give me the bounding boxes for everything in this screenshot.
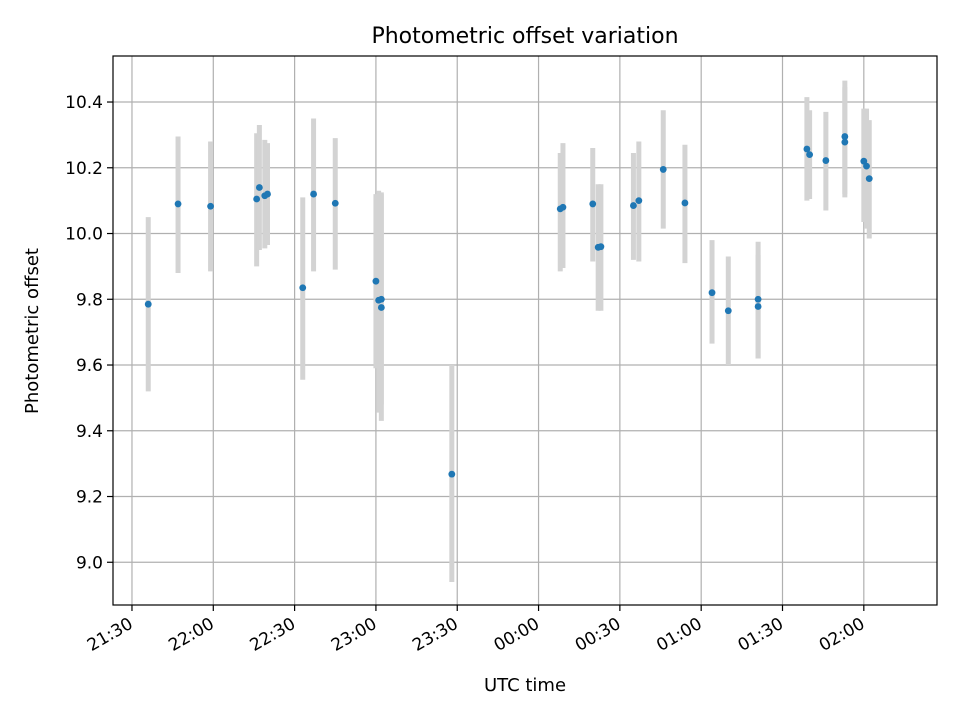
- y-axis-label: Photometric offset: [22, 248, 43, 414]
- data-point: [754, 295, 762, 303]
- data-point: [255, 184, 263, 191]
- data-point: [708, 289, 716, 297]
- data-point: [659, 166, 667, 173]
- y-tick-label: 9.0: [76, 553, 103, 573]
- data-point: [253, 195, 261, 203]
- y-tick-label: 9.2: [76, 488, 103, 508]
- plot-area-frame: [112, 55, 938, 606]
- chart-title: Photometric offset variation: [371, 24, 678, 49]
- y-tick-label: 9.6: [76, 356, 103, 376]
- data-point: [806, 151, 814, 159]
- data-point: [331, 199, 339, 207]
- data-point: [841, 138, 849, 146]
- data-points: [144, 133, 873, 478]
- data-point: [264, 190, 271, 198]
- data-point: [299, 284, 307, 292]
- y-axis: 9.0 9.2 9.4 9.6 9.8 10.0 10.2 10.4: [65, 93, 113, 573]
- data-point: [754, 303, 762, 310]
- data-point: [207, 202, 214, 210]
- y-tick-label: 9.4: [76, 422, 103, 442]
- data-point: [174, 200, 182, 208]
- data-point: [377, 304, 385, 311]
- y-tick-label: 10.2: [65, 159, 103, 179]
- data-point: [589, 200, 597, 208]
- data-point: [310, 190, 317, 198]
- y-tick-label: 9.8: [76, 290, 103, 310]
- data-point: [372, 277, 380, 285]
- data-point: [630, 202, 637, 209]
- data-point: [377, 295, 385, 303]
- data-point: [559, 203, 567, 211]
- data-point: [597, 243, 605, 251]
- data-point: [822, 157, 830, 164]
- data-point: [724, 307, 732, 315]
- y-tick-label: 10.4: [65, 93, 103, 113]
- data-point: [681, 199, 689, 207]
- x-axis-label: UTC time: [484, 675, 566, 696]
- grid: [113, 56, 937, 605]
- data-point: [635, 197, 643, 205]
- y-tick-label: 10.0: [65, 225, 103, 245]
- data-point: [863, 162, 870, 170]
- data-point: [144, 300, 152, 308]
- data-point: [803, 145, 811, 153]
- data-point: [865, 175, 873, 183]
- data-point: [841, 133, 849, 140]
- data-point: [448, 470, 456, 478]
